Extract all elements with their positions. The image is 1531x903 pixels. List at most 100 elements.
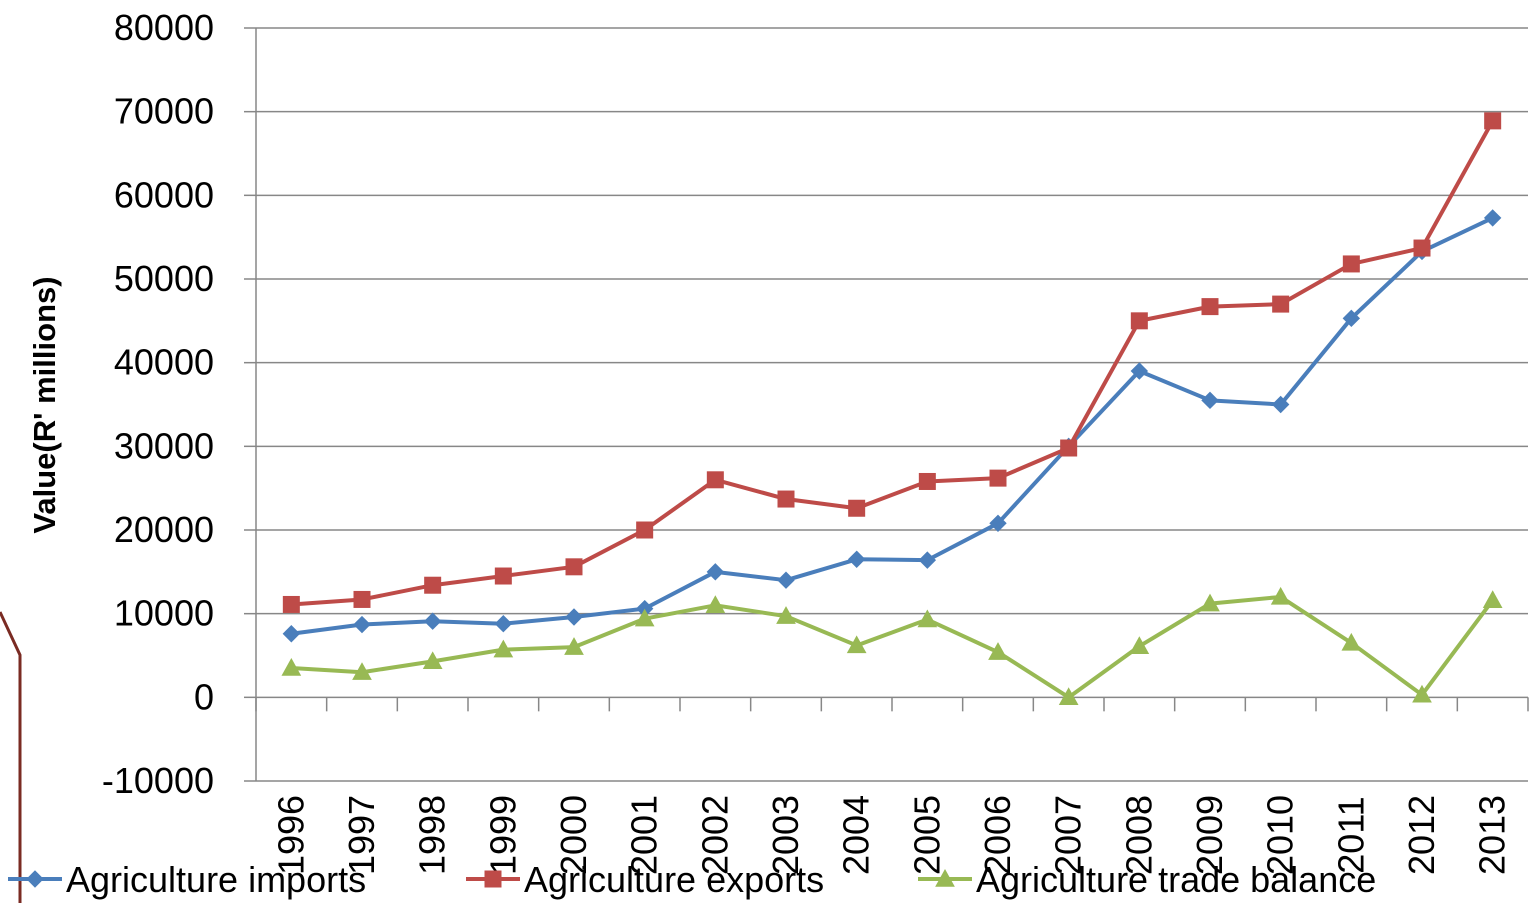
diamond-marker (777, 571, 795, 589)
diamond-marker (847, 550, 866, 568)
diamond-marker (565, 608, 583, 626)
square-marker (1130, 312, 1148, 330)
diamond-marker (1483, 209, 1502, 227)
triangle-marker (1341, 632, 1362, 651)
y-tick-label: -10000 (102, 760, 214, 801)
square-marker (484, 870, 502, 888)
legend-item: Agriculture imports (8, 859, 366, 900)
x-tick-label: 2008 (1118, 795, 1159, 875)
square-marker (1484, 112, 1502, 130)
triangle-marker (422, 651, 443, 670)
y-tick-label: 0 (194, 676, 214, 717)
diamond-marker (918, 551, 937, 569)
x-tick-label: 2003 (765, 795, 806, 875)
series-agriculture-trade-balance (281, 586, 1503, 706)
y-tick-label: 50000 (114, 258, 214, 299)
square-marker (777, 490, 795, 508)
diamond-marker (1130, 362, 1149, 380)
triangle-marker (1200, 593, 1220, 612)
square-marker (1342, 255, 1360, 273)
triangle-marker (1058, 687, 1079, 706)
x-tick-label: 2000 (553, 795, 594, 875)
square-marker (424, 576, 442, 594)
x-tick-label: 2001 (624, 795, 665, 875)
triangle-marker (352, 662, 372, 680)
triangle-marker (564, 637, 584, 655)
x-tick-label: 2013 (1472, 795, 1513, 875)
square-marker (494, 567, 512, 585)
y-tick-label: 20000 (114, 509, 214, 550)
legend: Agriculture imports Agriculture exports Ag… (8, 859, 1376, 900)
x-tick-label: 1996 (270, 795, 311, 875)
y-tick-labels: 80000 70000 60000 50000 40000 30000 20000 10000… (102, 7, 214, 801)
series-line (291, 119, 1495, 607)
diamond-marker (26, 870, 44, 888)
x-tick-label: 1997 (341, 795, 382, 875)
square-marker (918, 472, 936, 490)
triangle-marker (1482, 590, 1503, 608)
diamond-marker (1271, 395, 1290, 414)
triangle-marker (1129, 636, 1150, 654)
square-marker (989, 469, 1007, 487)
x-tick-label: 2012 (1401, 795, 1442, 875)
square-marker (706, 471, 724, 489)
series-line (291, 594, 1495, 700)
y-gridlines (244, 27, 1528, 782)
y-tick-label: 80000 (114, 7, 214, 48)
y-tick-label: 70000 (114, 91, 214, 132)
triangle-marker (988, 642, 1008, 660)
square-marker (636, 521, 654, 539)
triangle-marker (281, 658, 302, 676)
square-marker (1060, 439, 1078, 457)
diamond-marker (494, 614, 513, 633)
x-tick-label: 2002 (694, 795, 735, 875)
x-tick-label: 2005 (906, 795, 947, 875)
diamond-marker (706, 563, 725, 581)
triangle-marker (1270, 586, 1291, 605)
triangle-marker (917, 609, 938, 628)
series-agriculture-exports (282, 112, 1502, 613)
diamond-marker (1342, 309, 1361, 328)
y-tick-label: 30000 (114, 425, 214, 466)
square-marker (1413, 239, 1431, 257)
x-tick-label: 2010 (1260, 795, 1301, 875)
x-tick-label: 2006 (977, 795, 1018, 875)
triangle-marker (776, 606, 796, 624)
x-tick-label: 1998 (412, 795, 453, 875)
y-tick-label: 40000 (114, 342, 214, 383)
legend-label: Agriculture trade balance (976, 859, 1376, 900)
series-line (291, 216, 1494, 636)
square-marker (848, 499, 866, 517)
x-tick-label: 2007 (1048, 795, 1089, 875)
y-axis-title: Value(R' millions) (27, 276, 62, 533)
series-agriculture-imports (282, 209, 1502, 643)
triangle-marker (935, 868, 955, 887)
legend-label: Agriculture exports (524, 859, 824, 900)
triangle-marker (846, 635, 867, 654)
legend-item: Agriculture exports (466, 859, 824, 900)
legend-item: Agriculture trade balance (918, 859, 1376, 900)
diamond-marker (989, 514, 1007, 533)
square-marker (1201, 298, 1219, 316)
slide-border-decoration (0, 611, 22, 903)
series-group (281, 112, 1503, 706)
x-tick-labels: 1996 1997 1998 1999 2000 2001 2002 2003 2004 2005… (270, 795, 1512, 875)
x-tick-label: 1999 (482, 795, 523, 875)
axes (255, 28, 1529, 781)
diamond-marker (353, 615, 371, 634)
triangle-marker (634, 608, 655, 627)
triangle-marker (493, 639, 514, 658)
x-tick-label: 2009 (1189, 795, 1230, 875)
square-marker (565, 558, 583, 576)
y-tick-label: 60000 (114, 174, 214, 215)
diamond-marker (282, 625, 301, 643)
triangle-marker (1412, 684, 1432, 703)
square-marker (353, 590, 371, 608)
triangle-marker (705, 595, 726, 613)
x-tick-label: 2011 (1330, 796, 1371, 873)
x-tick-label: 2004 (836, 795, 877, 875)
diamond-marker (423, 612, 442, 630)
square-marker (282, 595, 300, 613)
diamond-marker (1201, 391, 1219, 410)
